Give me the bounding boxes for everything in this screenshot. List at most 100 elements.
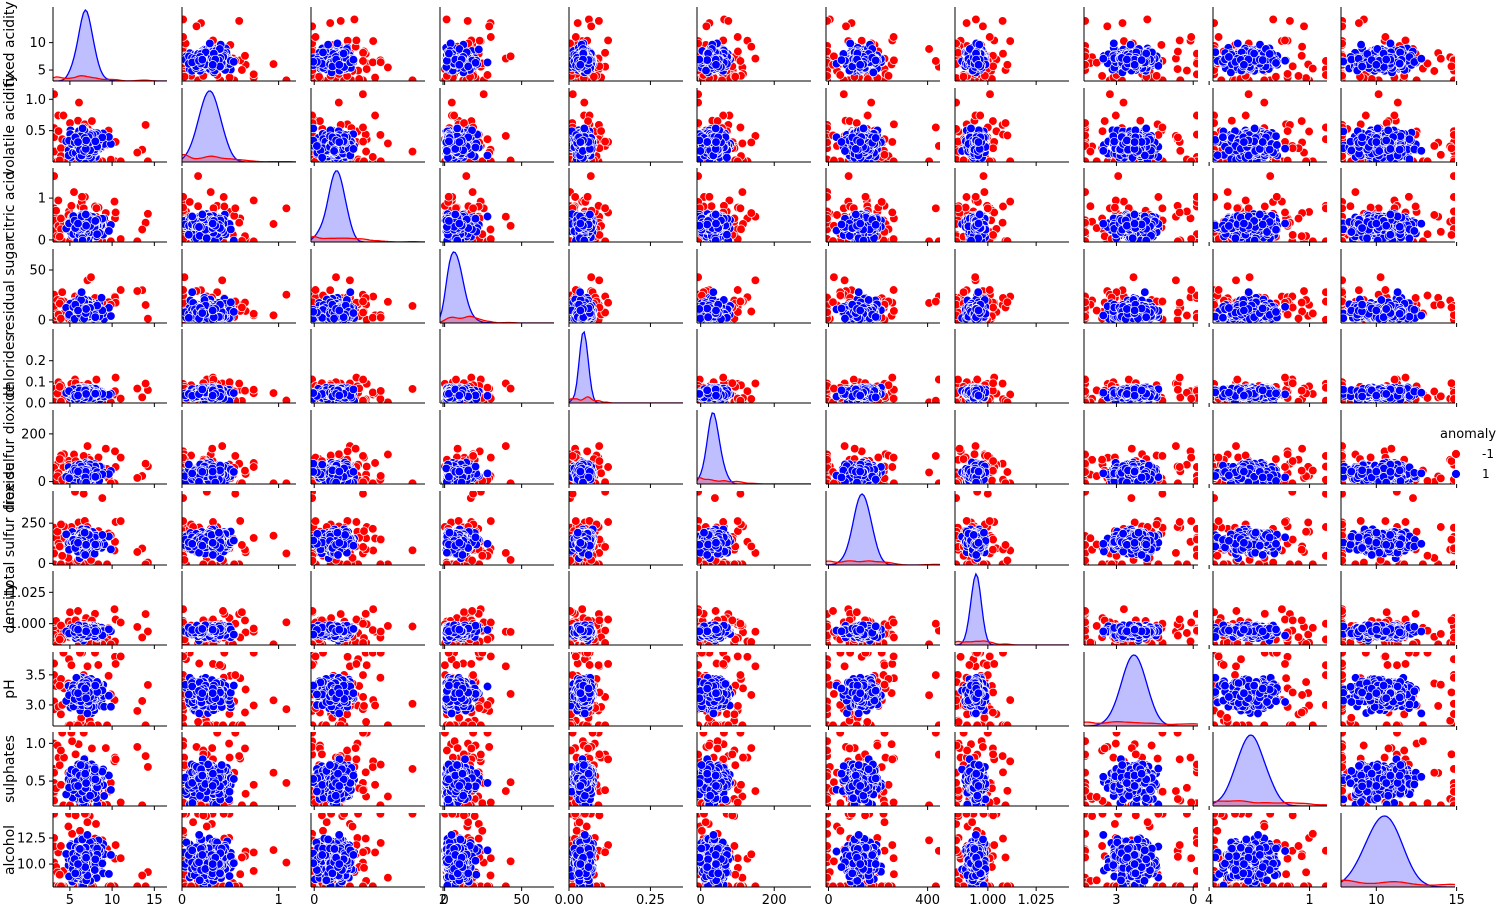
point-anomaly-neg1 <box>1210 19 1219 28</box>
point-anomaly-1 <box>1225 53 1234 62</box>
point-anomaly-1 <box>349 55 358 64</box>
point-anomaly-neg1 <box>925 45 934 54</box>
point-anomaly-neg1 <box>962 19 971 28</box>
point-anomaly-1 <box>335 61 344 70</box>
point-anomaly-neg1 <box>1183 66 1192 75</box>
point-anomaly-neg1 <box>1368 75 1377 84</box>
point-anomaly-neg1 <box>308 22 317 31</box>
point-anomaly-neg1 <box>350 15 359 24</box>
panel-marks <box>1338 15 1458 85</box>
point-anomaly-neg1 <box>823 72 832 81</box>
point-anomaly-neg1 <box>1447 62 1456 71</box>
point-anomaly-neg1 <box>179 33 188 42</box>
panel-marks <box>694 15 760 85</box>
panel-fixed-acidity-vs-residual-sugar <box>440 7 554 85</box>
point-anomaly-1 <box>1272 59 1281 68</box>
point-anomaly-neg1 <box>1297 52 1306 61</box>
y-tick-label: 10 <box>29 36 46 51</box>
point-anomaly-neg1 <box>601 49 610 58</box>
kde-line-anomaly-1 <box>53 10 167 81</box>
point-anomaly-1 <box>333 39 342 48</box>
point-anomaly-neg1 <box>249 70 258 79</box>
point-anomaly-1 <box>483 58 492 67</box>
point-anomaly-neg1 <box>1143 15 1152 24</box>
point-anomaly-neg1 <box>1298 42 1307 51</box>
point-anomaly-neg1 <box>842 22 851 31</box>
point-anomaly-neg1 <box>1338 22 1347 31</box>
panel-fixed-acidity-vs-chlorides <box>566 7 683 85</box>
point-anomaly-neg1 <box>475 36 484 45</box>
panel-marks <box>1081 15 1201 85</box>
point-anomaly-neg1 <box>1187 33 1196 42</box>
point-anomaly-neg1 <box>376 58 385 67</box>
point-anomaly-neg1 <box>1193 70 1202 79</box>
panel-fixed-acidity-vs-volatile-acidity <box>179 7 296 85</box>
panel-marks <box>823 15 943 85</box>
point-anomaly-neg1 <box>1152 72 1161 81</box>
point-anomaly-neg1 <box>823 17 832 26</box>
point-anomaly-neg1 <box>352 36 361 45</box>
point-anomaly-neg1 <box>972 15 981 24</box>
point-anomaly-neg1 <box>1401 36 1410 45</box>
point-anomaly-neg1 <box>836 71 845 80</box>
panel-marks <box>308 15 417 85</box>
point-anomaly-neg1 <box>241 52 250 61</box>
point-anomaly-neg1 <box>1412 76 1421 85</box>
point-anomaly-neg1 <box>718 76 727 85</box>
point-anomaly-neg1 <box>1288 62 1297 71</box>
point-anomaly-neg1 <box>408 76 417 85</box>
panel-marks <box>50 90 152 166</box>
point-anomaly-neg1 <box>890 56 899 65</box>
point-anomaly-1 <box>319 48 328 57</box>
point-anomaly-neg1 <box>359 57 368 66</box>
point-anomaly-neg1 <box>1003 61 1012 70</box>
point-anomaly-neg1 <box>463 17 472 26</box>
panel-marks <box>566 15 613 85</box>
point-anomaly-neg1 <box>736 57 745 66</box>
point-anomaly-neg1 <box>1081 17 1090 26</box>
point-anomaly-1 <box>1417 54 1426 63</box>
point-anomaly-1 <box>1099 54 1108 63</box>
point-anomaly-neg1 <box>733 33 742 42</box>
point-anomaly-neg1 <box>326 19 335 28</box>
point-anomaly-neg1 <box>731 72 740 81</box>
point-anomaly-neg1 <box>573 19 582 28</box>
point-anomaly-neg1 <box>1355 19 1364 28</box>
point-anomaly-1 <box>1211 48 1220 57</box>
point-anomaly-neg1 <box>144 157 153 166</box>
point-anomaly-1 <box>1372 61 1381 70</box>
point-anomaly-neg1 <box>1217 76 1226 85</box>
point-anomaly-1 <box>1357 40 1366 49</box>
panel-fixed-acidity-vs-density <box>952 7 1069 85</box>
point-anomaly-1 <box>576 61 585 70</box>
point-anomaly-1 <box>712 61 721 70</box>
point-anomaly-1 <box>455 61 464 70</box>
point-anomaly-1 <box>1382 55 1391 64</box>
point-anomaly-neg1 <box>751 54 760 63</box>
point-anomaly-1 <box>695 55 704 64</box>
point-anomaly-neg1 <box>1081 61 1090 70</box>
point-anomaly-neg1 <box>179 15 188 24</box>
point-anomaly-neg1 <box>315 72 324 81</box>
point-anomaly-neg1 <box>587 22 596 31</box>
point-anomaly-neg1 <box>884 72 893 81</box>
point-anomaly-1 <box>1130 61 1139 70</box>
point-anomaly-neg1 <box>1322 57 1331 66</box>
point-anomaly-neg1 <box>1098 72 1107 81</box>
point-anomaly-neg1 <box>1437 54 1446 63</box>
point-anomaly-neg1 <box>1176 76 1185 85</box>
point-anomaly-neg1 <box>952 39 961 48</box>
point-anomaly-1 <box>309 58 318 67</box>
point-anomaly-neg1 <box>1272 72 1281 81</box>
point-anomaly-1 <box>869 68 878 77</box>
panel-fixed-acidity-vs-free-sulfur-dioxide <box>694 7 811 85</box>
point-anomaly-neg1 <box>1286 17 1295 26</box>
point-anomaly-neg1 <box>989 62 998 71</box>
point-anomaly-neg1 <box>1338 72 1347 81</box>
point-anomaly-neg1 <box>572 33 581 42</box>
point-anomaly-1 <box>1123 55 1132 64</box>
point-anomaly-neg1 <box>724 17 733 26</box>
point-anomaly-1 <box>856 61 865 70</box>
point-anomaly-neg1 <box>1283 70 1292 79</box>
